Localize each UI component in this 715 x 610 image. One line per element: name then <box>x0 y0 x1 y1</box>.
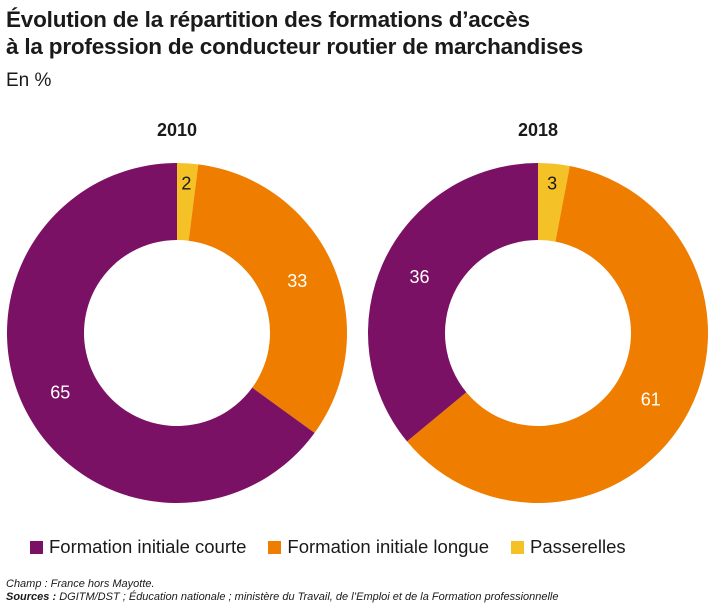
chart-subtitle: En % <box>6 70 52 91</box>
footnote-sources-text: DGITM/DST ; Éducation nationale ; minist… <box>59 591 559 603</box>
footnote-sources-label: Sources : <box>6 591 60 603</box>
legend-swatch-formation-initiale-longue <box>268 540 282 554</box>
donut-title-2010: 2010 <box>157 120 197 140</box>
donut-charts: 2010 2 33 65 2018 3 61 36 <box>7 120 708 504</box>
slice-label-2018-passerelles: 3 <box>547 174 557 194</box>
slice-label-2018-formation-initiale-courte: 36 <box>409 267 429 287</box>
donut-chart-2018: 2018 3 61 36 <box>368 120 708 504</box>
chart-title: Évolution de la répartition des formatio… <box>6 6 706 60</box>
slice-2018-formation-initiale-longue <box>407 166 708 504</box>
slice-2010-passerelles <box>177 163 199 241</box>
slice-label-2010-passerelles: 2 <box>181 173 191 193</box>
donut-title-2018: 2018 <box>518 120 558 140</box>
legend-swatch-passerelles <box>510 540 524 554</box>
slice-2018-formation-initiale-courte <box>368 163 538 442</box>
legend-label-formation-initiale-longue: Formation initiale longue <box>287 536 489 557</box>
slice-label-2018-formation-initiale-longue: 61 <box>641 390 661 410</box>
slice-2010-formation-initiale-longue <box>188 164 347 433</box>
slice-label-2010-formation-initiale-courte: 65 <box>50 382 70 402</box>
legend-label-formation-initiale-courte: Formation initiale courte <box>49 536 247 557</box>
slice-2010-formation-initiale-courte <box>7 163 315 503</box>
slice-label-2010-formation-initiale-longue: 33 <box>287 271 307 291</box>
footnote-sources: Sources : DGITM/DST ; Éducation national… <box>6 591 558 604</box>
legend-item-formation-initiale-longue: Formation initiale longue <box>268 536 489 558</box>
legend-item-passerelles: Passerelles <box>510 536 626 558</box>
legend-item-formation-initiale-courte: Formation initiale courte <box>30 536 246 558</box>
footnote-champ-text: France hors Mayotte. <box>50 578 155 590</box>
title-line-1: Évolution de la répartition des formatio… <box>6 7 530 32</box>
legend: Formation initiale courte Formation init… <box>30 536 648 558</box>
footnote: Champ : France hors Mayotte. Sources : D… <box>6 578 558 604</box>
footnote-champ: Champ : France hors Mayotte. <box>6 578 558 591</box>
footnote-champ-label: Champ : <box>6 578 51 590</box>
slice-2018-passerelles <box>538 163 570 242</box>
title-line-2: à la profession de conducteur routier de… <box>6 34 584 59</box>
donut-chart-2010: 2010 2 33 65 <box>7 120 347 503</box>
legend-swatch-formation-initiale-courte <box>30 540 43 554</box>
legend-label-passerelles: Passerelles <box>529 536 626 557</box>
